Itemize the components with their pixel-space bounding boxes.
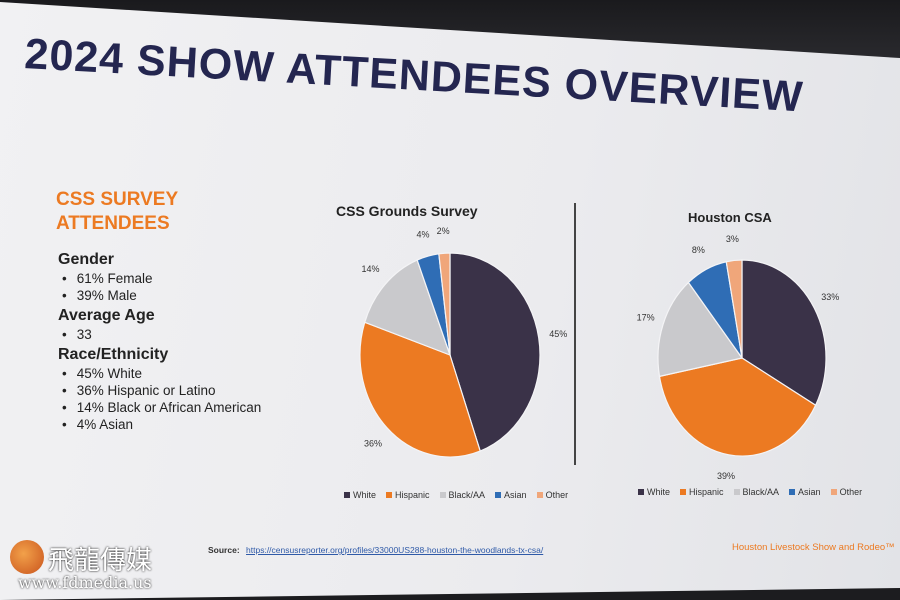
gender-list: 61% Female 39% Male xyxy=(58,270,318,304)
legend-label: White xyxy=(647,487,671,497)
legend-houston-csa: White Hispanic Black/AA Asian Other xyxy=(638,487,862,497)
gender-item: 39% Male xyxy=(58,287,318,304)
pie-chart-css-grounds: 45% 36% 14% 4% 2% xyxy=(359,226,567,458)
watermark: 飛龍傳媒 www.fdmedia.us xyxy=(8,540,178,596)
age-list: 33 xyxy=(58,326,318,343)
survey-facts: Gender 61% Female 39% Male Average Age 3… xyxy=(58,250,318,435)
age-item: 33 xyxy=(58,326,318,343)
pie-data-label: 4% xyxy=(416,229,429,239)
pie-chart-houston-csa: 33% 39% 17% 8% 3% xyxy=(637,234,840,481)
pie-data-label: 3% xyxy=(726,234,739,244)
footer-organization: Houston Livestock Show and Rodeo™ xyxy=(732,542,895,553)
legend-item: Hispanic xyxy=(386,490,430,500)
legend-swatch xyxy=(536,492,543,498)
gender-item: 61% Female xyxy=(58,270,318,287)
age-heading: Average Age xyxy=(58,307,155,324)
legend-item: White xyxy=(344,490,376,500)
race-list: 45% White 36% Hispanic or Latino 14% Bla… xyxy=(58,365,318,433)
race-item: 36% Hispanic or Latino xyxy=(58,382,318,399)
race-heading: Race/Ethnicity xyxy=(58,346,169,363)
legend-swatch xyxy=(830,489,837,495)
legend-swatch xyxy=(733,489,740,495)
legend-label: Other xyxy=(839,487,863,497)
pie-slice-other xyxy=(725,259,743,359)
legend-label: White xyxy=(353,490,377,500)
watermark-logo-icon xyxy=(10,540,44,574)
source-citation: Source: https://censusreporter.org/profi… xyxy=(208,545,543,555)
legend-swatch xyxy=(789,489,796,495)
watermark-url: www.fdmedia.us xyxy=(18,573,152,592)
source-link[interactable]: https://censusreporter.org/profiles/3300… xyxy=(246,545,544,555)
legend-item: White xyxy=(638,487,670,497)
survey-heading-line-2: ATTENDEES xyxy=(56,213,170,234)
watermark-name: 飛龍傳媒 xyxy=(48,546,153,576)
legend-label: Hispanic xyxy=(689,487,724,497)
pie-slice-hispanic xyxy=(359,321,481,458)
pie-data-label: 8% xyxy=(692,245,705,255)
pie-slice-hispanic xyxy=(658,357,817,457)
pie-data-label: 33% xyxy=(821,292,839,302)
source-label: Source: xyxy=(208,545,240,555)
legend-item: Other xyxy=(536,490,569,500)
pie-data-label: 17% xyxy=(637,313,655,323)
chart-divider xyxy=(574,203,576,465)
legend-label: Black/AA xyxy=(742,487,780,497)
pie-data-label: 14% xyxy=(362,264,380,274)
legend-swatch xyxy=(344,492,350,498)
legend-swatch xyxy=(439,492,446,498)
pie-slice-black-aa xyxy=(364,259,451,357)
race-item: 14% Black or African American xyxy=(58,399,318,416)
legend-item: Asian xyxy=(789,487,821,497)
pie-data-label: 36% xyxy=(364,439,382,449)
legend-item: Hispanic xyxy=(680,487,724,497)
legend-swatch xyxy=(386,492,393,498)
pie-slice-black-aa xyxy=(657,281,744,378)
gender-heading: Gender xyxy=(58,251,115,268)
legend-label: Black/AA xyxy=(448,490,486,500)
pie-data-label: 45% xyxy=(549,329,567,339)
legend-css-grounds: White Hispanic Black/AA Asian Other xyxy=(344,490,568,500)
chart-title-houston-csa: Houston CSA xyxy=(688,210,772,225)
legend-swatch xyxy=(495,492,502,498)
survey-heading-line-1: CSS SURVEY xyxy=(56,189,179,210)
legend-swatch xyxy=(638,489,644,495)
pie-data-label: 2% xyxy=(437,226,450,236)
legend-label: Asian xyxy=(798,487,821,497)
legend-label: Other xyxy=(545,490,569,500)
pie-slice-white xyxy=(449,252,541,452)
pie-slice-white xyxy=(741,259,827,407)
pie-slice-other xyxy=(438,252,451,356)
chart-title-css-grounds: CSS Grounds Survey xyxy=(336,203,478,219)
legend-swatch xyxy=(680,489,687,495)
legend-item: Asian xyxy=(495,490,527,500)
legend-item: Black/AA xyxy=(439,490,486,500)
race-item: 4% Asian xyxy=(58,416,318,433)
race-item: 45% White xyxy=(58,365,318,382)
legend-item: Other xyxy=(830,487,863,497)
pie-data-label: 39% xyxy=(717,471,735,481)
legend-label: Hispanic xyxy=(395,490,430,500)
legend-label: Asian xyxy=(504,490,527,500)
legend-item: Black/AA xyxy=(733,487,780,497)
survey-heading: CSS SURVEY ATTENDEES xyxy=(56,188,276,236)
